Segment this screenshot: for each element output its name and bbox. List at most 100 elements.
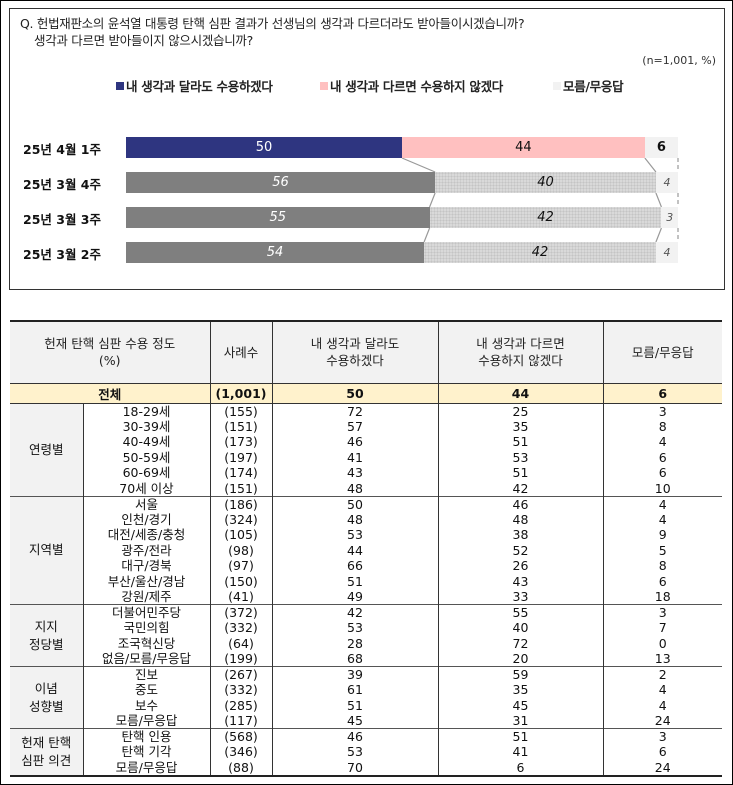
table-group: 지역별 서울 (186) 50 46 4 인천/경기 (324) 48 48 4 대전/세종/충청 (1… — [10, 496, 722, 605]
cell-b: 42 — [437, 480, 604, 496]
cell-a: 39 — [271, 666, 439, 682]
table-row: 인천/경기 (324) 48 48 4 — [10, 511, 722, 527]
cell-label: 더불어민주당 — [82, 604, 211, 620]
cell-b: 40 — [437, 620, 604, 636]
cell-n: (186) — [209, 496, 273, 512]
cell-n: (151) — [209, 480, 273, 496]
cell-b: 6 — [437, 759, 604, 776]
cell-b: 35 — [437, 418, 604, 434]
cell-label: 모름/무응답 — [83, 713, 211, 729]
cell-b: 31 — [437, 713, 604, 729]
cell-b: 48 — [437, 511, 604, 527]
cell-c: 8 — [602, 418, 722, 434]
cell-a: 46 — [271, 728, 439, 744]
table-row: 모름/무응답 (88) 70 6 24 — [10, 759, 722, 776]
cell-n: (105) — [209, 527, 273, 543]
cell-label: 강원/제주 — [83, 589, 211, 605]
table-row: 지역별 서울 (186) 50 46 4 — [10, 496, 722, 605]
cell-n: (97) — [209, 558, 273, 574]
cell-c: 10 — [602, 480, 722, 496]
cell-b: 55 — [437, 604, 604, 620]
cell-n: (150) — [209, 573, 273, 589]
legend-swatch-navy-icon — [116, 81, 124, 90]
cell-n: (267) — [209, 666, 273, 682]
cell-a: 49 — [271, 589, 439, 605]
cell-b: 45 — [437, 697, 604, 713]
group-label: 지지 정당별 — [10, 604, 84, 667]
cell-label: 대구/경북 — [83, 558, 211, 574]
cell-a: 53 — [271, 527, 439, 543]
cell-c: 4 — [602, 434, 722, 450]
cell-n: (324) — [209, 511, 273, 527]
cell-b: 20 — [437, 651, 604, 667]
cell-label: 국민의힘 — [83, 620, 211, 636]
cell-n: (88) — [209, 759, 273, 776]
table-row: 탄핵 기각 (346) 53 41 6 — [10, 744, 722, 760]
header-sample-size: 사례수 — [209, 321, 273, 383]
cell-b: 51 — [437, 728, 604, 744]
cell-b: 26 — [437, 558, 604, 574]
group-label: 연령별 — [10, 403, 84, 496]
cell-a: 53 — [271, 744, 439, 760]
table-row: 모름/무응답 (117) 45 31 24 — [10, 713, 722, 729]
total-row: 전체 (1,001) 50 44 6 — [10, 382, 722, 404]
bar-category-label: 25년 3월 2주 — [23, 247, 101, 262]
cell-label: 조국혁신당 — [83, 635, 211, 651]
cell-c: 13 — [602, 651, 722, 667]
cell-a: 51 — [271, 573, 439, 589]
cell-a: 51 — [271, 697, 439, 713]
question-text: Q. 헌법재판소의 윤석열 대통령 탄핵 심판 결과가 선생님의 생각과 다르더… — [20, 15, 525, 49]
cell-a: 70 — [271, 759, 439, 776]
cell-b: 51 — [437, 434, 604, 450]
cell-a: 61 — [271, 682, 439, 698]
cell-label: 30-39세 — [83, 418, 211, 434]
table-row: 없음/모름/무응답 (199) 68 20 13 — [10, 651, 722, 667]
sample-unit-note: (n=1,001, %) — [642, 54, 716, 67]
bar-segment-reject: 42 — [429, 207, 662, 228]
legend-item-accept: 내 생각과 달라도 수용하겠다 — [116, 76, 273, 95]
table-row: 헌재 탄핵 심판 의견 탄핵 인용 (568) 46 51 3 — [10, 728, 722, 776]
question-line-1: Q. 헌법재판소의 윤석열 대통령 탄핵 심판 결과가 선생님의 생각과 다르더… — [20, 16, 525, 31]
cell-label: 없음/모름/무응답 — [83, 651, 211, 667]
cell-b: 43 — [437, 573, 604, 589]
cell-b: 52 — [437, 542, 604, 558]
cell-label: 서울 — [82, 496, 211, 512]
header-category: 헌재 탄핵 심판 수용 정도 (%) — [10, 321, 211, 383]
cell-a: 41 — [271, 449, 439, 465]
cell-c: 8 — [602, 558, 722, 574]
cell-b: 59 — [437, 666, 604, 682]
cell-label: 인천/경기 — [83, 511, 211, 527]
bar-segment-dont-know: 3 — [661, 207, 678, 228]
cell-b: 72 — [437, 635, 604, 651]
table-row: 보수 (285) 51 45 4 — [10, 697, 722, 713]
cell-n: (41) — [209, 589, 273, 605]
cell-c: 4 — [602, 511, 722, 527]
cell-c: 5 — [602, 542, 722, 558]
bar-segment-reject: 40 — [435, 172, 656, 193]
cell-c: 7 — [602, 620, 722, 636]
cell-b: 46 — [437, 496, 604, 512]
cell-n: (151) — [209, 418, 273, 434]
cell-n: (117) — [209, 713, 273, 729]
cell-n: (98) — [209, 542, 273, 558]
legend-label: 모름/무응답 — [563, 79, 624, 94]
cell-c: 0 — [602, 635, 722, 651]
cell-a: 57 — [271, 418, 439, 434]
cell-label: 중도 — [83, 682, 211, 698]
cell-n: (174) — [209, 465, 273, 481]
table-row: 부산/울산/경남 (150) 51 43 6 — [10, 573, 722, 589]
header-reject: 내 생각과 다르면 수용하지 않겠다 — [437, 321, 604, 383]
cell-c: 18 — [602, 589, 722, 605]
legend-item-dk: 모름/무응답 — [553, 76, 624, 95]
cell-a: 42 — [271, 604, 439, 620]
cell-a: 48 — [271, 480, 439, 496]
cell-b: 41 — [437, 744, 604, 760]
cell-n: (199) — [209, 651, 273, 667]
cell-c: 6 — [602, 573, 722, 589]
table-row: 60-69세 (174) 43 51 6 — [10, 465, 722, 481]
cell-c: 3 — [602, 728, 722, 744]
cell-b: 25 — [437, 403, 604, 419]
cell-c: 4 — [602, 697, 722, 713]
cell-c: 24 — [602, 713, 722, 729]
cell-c: 9 — [602, 527, 722, 543]
